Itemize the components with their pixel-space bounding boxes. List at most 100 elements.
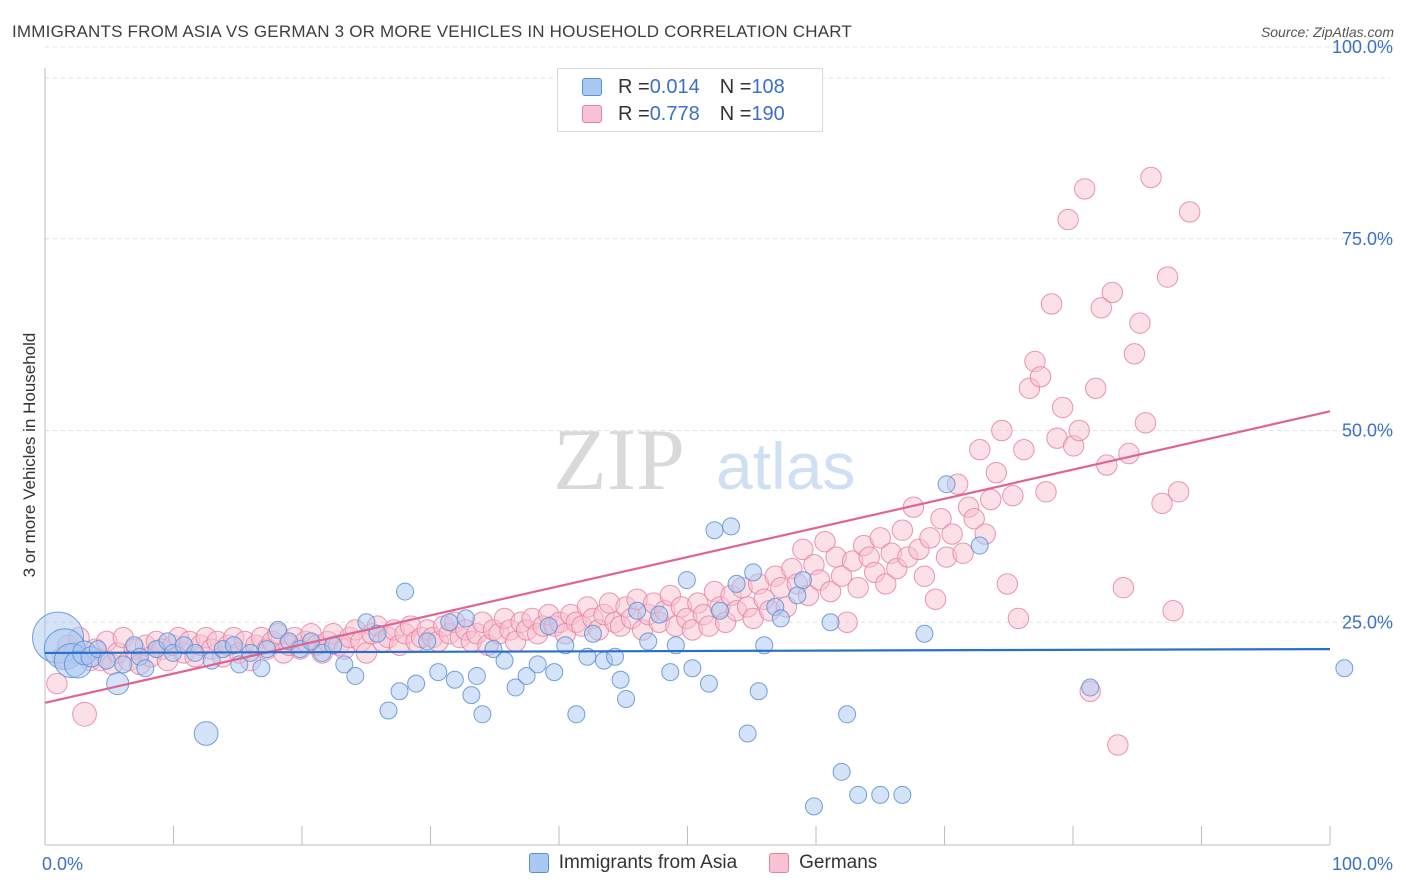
asia-point — [528, 655, 547, 674]
legend-r-value-asia: 0.014 — [649, 75, 700, 98]
germans-point — [941, 523, 963, 545]
asia-point — [970, 536, 989, 555]
germans-point — [875, 573, 897, 595]
legend-r-value-germans: 0.778 — [649, 102, 700, 125]
germans-point — [1167, 481, 1190, 503]
asia-point — [744, 563, 763, 582]
correlation-legend: R = 0.014 N = 108 R = 0.778 N = 190 — [557, 68, 823, 132]
y-tick-label: 50.0% — [1342, 421, 1393, 441]
asia-point — [937, 475, 956, 494]
germans-point — [1073, 178, 1096, 200]
asia-point — [639, 632, 658, 651]
asia-swatch — [582, 78, 602, 96]
germans-point — [1107, 734, 1129, 756]
asia-point — [462, 686, 481, 705]
asia-point — [539, 617, 558, 636]
germans-point — [1068, 419, 1090, 442]
legend-r-label: R = — [618, 102, 650, 125]
tick-labels: 25.0% 50.0% 75.0% 100.0% 0.0% 100.0% — [42, 37, 1393, 874]
axis-layer — [44, 68, 1331, 846]
germans-point — [980, 488, 1002, 511]
germans-point — [819, 580, 842, 603]
germans-point — [1151, 492, 1173, 515]
legend-item-asia[interactable]: Immigrants from Asia — [528, 852, 737, 874]
asia-point — [1081, 678, 1100, 697]
germans-point — [72, 701, 97, 727]
asia-point — [699, 674, 718, 693]
trend-lines — [44, 410, 1331, 704]
asia-point — [473, 705, 492, 724]
legend-n-value-asia: 108 — [751, 75, 785, 98]
asia-point — [915, 624, 934, 643]
asia-point — [788, 586, 807, 605]
germans-swatch — [582, 105, 602, 123]
asia-point — [650, 605, 669, 624]
asia-point — [606, 647, 625, 666]
asia-point — [545, 663, 564, 682]
germans-point — [1112, 577, 1135, 599]
germans-point — [996, 573, 1019, 595]
x-tick-label: 100.0% — [1332, 854, 1393, 874]
asia-point — [379, 701, 398, 720]
asia-point — [666, 636, 685, 655]
asia-point — [97, 651, 116, 670]
asia-point — [224, 636, 243, 655]
asia-point — [114, 655, 133, 674]
asia-point — [755, 636, 774, 655]
germans-point — [1118, 442, 1140, 465]
germans-legend-swatch — [769, 853, 790, 873]
legend-label-germans: Germans — [799, 852, 878, 873]
asia-point — [335, 655, 354, 674]
germans-point — [1085, 377, 1107, 400]
germans-point — [924, 588, 947, 610]
germans-point — [1040, 293, 1063, 315]
source-label: Source: ZipAtlas.com — [1260, 24, 1394, 40]
y-tick-label: 25.0% — [1342, 612, 1393, 632]
asia-point — [567, 705, 586, 724]
germans-point — [919, 527, 941, 549]
asia-trend-line — [44, 647, 1331, 655]
asia-point — [705, 521, 724, 540]
germans-point — [830, 565, 853, 587]
germans-point — [869, 527, 891, 549]
asia-point — [804, 797, 823, 816]
legend-row-germans: R = 0.778 N = 190 — [582, 102, 785, 126]
germans-point — [847, 577, 869, 599]
germans-point — [930, 508, 952, 530]
asia-point — [193, 721, 219, 746]
y-tick-label: 75.0% — [1342, 229, 1393, 249]
germans-point — [913, 565, 936, 587]
asia-point — [683, 659, 702, 678]
legend-item-germans[interactable]: Germans — [769, 852, 877, 874]
y-tick-label: 100.0% — [1332, 37, 1393, 57]
germans-point — [1057, 208, 1079, 231]
asia-point — [346, 666, 365, 685]
asia-point — [517, 666, 536, 685]
germans-point — [836, 611, 858, 633]
asia-point — [368, 624, 387, 643]
germans-point — [1134, 412, 1157, 434]
legend-n-label: N = — [719, 102, 752, 125]
germans-point — [969, 438, 991, 461]
chart-title: IMMIGRANTS FROM ASIA VS GERMAN 3 OR MORE… — [12, 22, 852, 41]
asia-point — [467, 666, 486, 685]
asia-point — [396, 582, 415, 601]
germans-point — [792, 538, 814, 561]
germans-point — [1013, 438, 1035, 461]
germans-point — [1002, 484, 1024, 507]
asia-point — [711, 601, 730, 620]
germans-point — [1090, 297, 1112, 319]
asia-point — [838, 705, 857, 724]
legend-n-label: N = — [719, 75, 752, 98]
germans-point — [1051, 396, 1074, 419]
watermark-zip: ZIP — [553, 412, 685, 509]
asia-point — [849, 785, 868, 804]
asia-point — [556, 636, 575, 655]
asia-point — [611, 670, 630, 689]
germans-point — [1129, 312, 1151, 334]
germans-point — [1096, 454, 1118, 476]
asia-point — [727, 574, 746, 593]
germans-point — [985, 461, 1007, 484]
asia-point — [722, 517, 741, 536]
